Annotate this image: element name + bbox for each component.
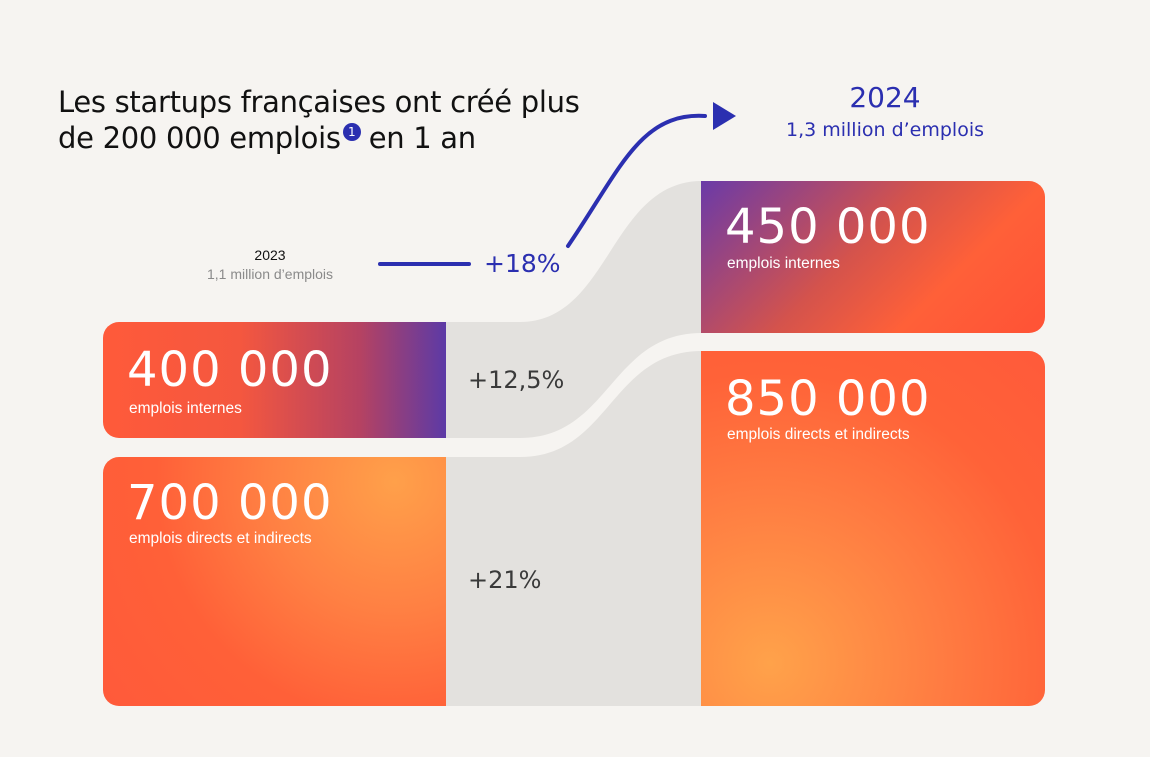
- box-direct-2023: 700 000 emplois directs et indirects: [103, 457, 446, 706]
- year-2023: 2023: [254, 247, 286, 263]
- value-internal-2023: 400 000: [127, 342, 333, 398]
- flow-band-direct: [446, 351, 702, 706]
- label-internal-2023: emplois internes: [129, 400, 242, 417]
- value-internal-2024: 450 000: [725, 199, 931, 255]
- title-line-2-text: de 200 000 emplois: [58, 121, 341, 155]
- value-direct-2024: 850 000: [725, 371, 931, 427]
- total-2024: 1,3 million d’emplois: [785, 119, 985, 141]
- footnote-badge[interactable]: 1: [342, 123, 361, 141]
- page-title: Les startups françaises ont créé plus de…: [58, 84, 580, 156]
- value-direct-2023: 700 000: [127, 475, 333, 531]
- year-2023-header: 2023 1,1 million d’emplois: [150, 246, 390, 284]
- label-internal-2024: emplois internes: [727, 255, 840, 272]
- title-line-1: Les startups françaises ont créé plus: [58, 85, 580, 119]
- box-internal-2024: 450 000 emplois internes: [701, 181, 1045, 333]
- label-direct-2023: emplois directs et indirects: [129, 530, 312, 547]
- total-2023: 1,1 million d’emplois: [206, 266, 334, 282]
- flow-band-internal: [446, 181, 702, 438]
- growth-internal: +12,5%: [468, 366, 565, 394]
- growth-direct-indirect: +21%: [468, 566, 542, 594]
- year-2024-header: 2024 1,3 million d’emplois: [740, 80, 1030, 144]
- arrow-head-icon: [713, 102, 736, 130]
- box-internal-2023: 400 000 emplois internes: [103, 322, 446, 438]
- title-line-2: de 200 000 emplois 1 en 1 an: [58, 120, 580, 156]
- label-direct-2024: emplois directs et indirects: [727, 426, 910, 443]
- title-line-2-end: en 1 an: [368, 121, 476, 155]
- year-2024: 2024: [849, 81, 921, 114]
- growth-arrow: [566, 113, 707, 248]
- box-direct-2024: 850 000 emplois directs et indirects: [701, 351, 1045, 706]
- growth-total: +18%: [484, 249, 561, 278]
